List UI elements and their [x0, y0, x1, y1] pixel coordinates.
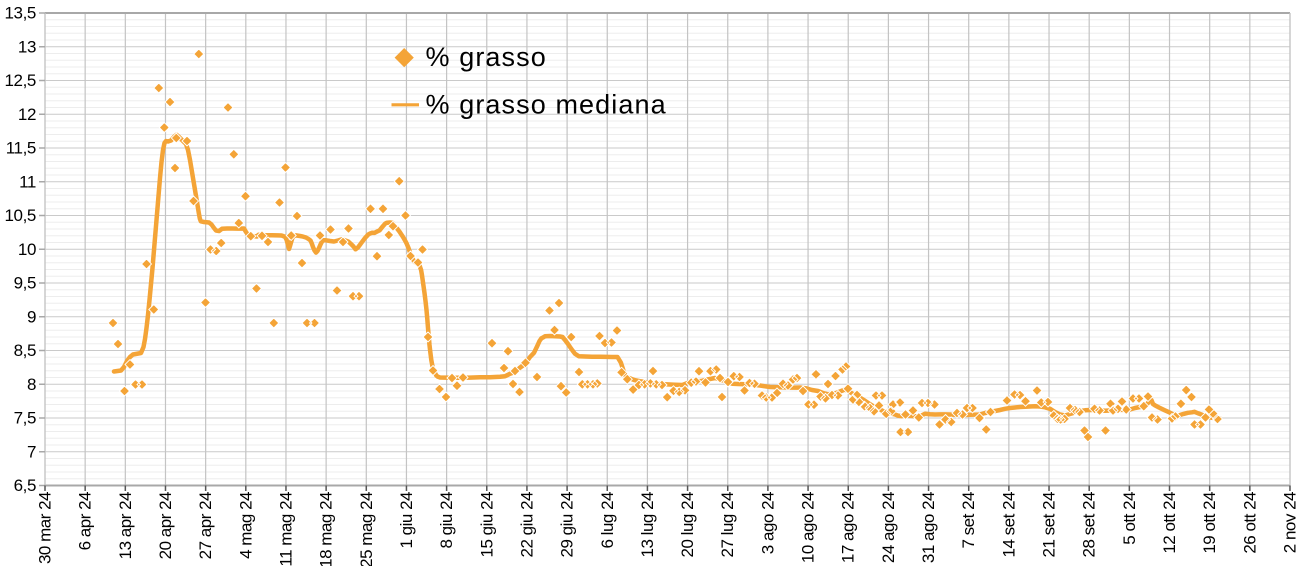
svg-text:25 mag 24: 25 mag 24 — [357, 492, 376, 566]
svg-text:13,5: 13,5 — [5, 4, 37, 23]
svg-text:10 ago 24: 10 ago 24 — [799, 492, 818, 563]
svg-text:2 nov 24: 2 nov 24 — [1281, 492, 1300, 553]
svg-text:22 giu 24: 22 giu 24 — [517, 492, 536, 557]
svg-text:1 giu 24: 1 giu 24 — [397, 492, 416, 549]
svg-text:3 ago 24: 3 ago 24 — [758, 492, 777, 554]
svg-text:13 lug 24: 13 lug 24 — [638, 492, 657, 557]
svg-text:20 apr 24: 20 apr 24 — [156, 492, 175, 559]
svg-text:10: 10 — [18, 240, 36, 259]
svg-text:11,5: 11,5 — [6, 139, 36, 158]
svg-text:8 giu 24: 8 giu 24 — [437, 492, 456, 549]
svg-text:% grasso: % grasso — [426, 42, 547, 72]
svg-text:10,5: 10,5 — [5, 206, 37, 225]
svg-text:8: 8 — [27, 375, 36, 394]
svg-text:29 giu 24: 29 giu 24 — [558, 492, 577, 557]
svg-text:17 ago 24: 17 ago 24 — [839, 492, 858, 563]
svg-text:9,5: 9,5 — [14, 274, 36, 293]
svg-text:27 lug 24: 27 lug 24 — [718, 492, 737, 557]
svg-text:14 set 24: 14 set 24 — [999, 492, 1018, 557]
svg-text:7 set 24: 7 set 24 — [959, 492, 978, 549]
svg-text:12 ott 24: 12 ott 24 — [1160, 492, 1179, 554]
svg-text:18 mag 24: 18 mag 24 — [317, 492, 336, 566]
svg-text:28 set 24: 28 set 24 — [1080, 492, 1099, 557]
svg-text:7: 7 — [27, 442, 36, 461]
svg-text:8,5: 8,5 — [14, 341, 36, 360]
svg-text:9: 9 — [27, 307, 36, 326]
svg-text:6,5: 6,5 — [14, 476, 36, 495]
svg-text:11 mag 24: 11 mag 24 — [276, 492, 295, 566]
svg-text:6 lug 24: 6 lug 24 — [598, 492, 617, 549]
svg-text:11: 11 — [19, 172, 36, 191]
svg-text:% grasso mediana: % grasso mediana — [426, 90, 667, 120]
svg-text:13: 13 — [18, 37, 36, 56]
svg-text:26 ott 24: 26 ott 24 — [1240, 492, 1259, 554]
svg-text:30 mar 24: 30 mar 24 — [36, 492, 55, 564]
svg-text:31 ago 24: 31 ago 24 — [919, 492, 938, 563]
svg-text:7,5: 7,5 — [14, 409, 36, 428]
svg-text:24 ago 24: 24 ago 24 — [879, 492, 898, 563]
svg-text:20 lug 24: 20 lug 24 — [678, 492, 697, 557]
svg-text:12: 12 — [18, 105, 36, 124]
svg-text:27 apr 24: 27 apr 24 — [196, 492, 215, 559]
svg-text:15 giu 24: 15 giu 24 — [477, 492, 496, 557]
svg-text:4 mag 24: 4 mag 24 — [236, 492, 255, 559]
svg-text:19 ott 24: 19 ott 24 — [1200, 492, 1219, 554]
svg-text:5 ott 24: 5 ott 24 — [1120, 492, 1139, 545]
svg-text:12,5: 12,5 — [5, 71, 37, 90]
svg-text:21 set 24: 21 set 24 — [1040, 492, 1059, 557]
svg-text:13 apr 24: 13 apr 24 — [116, 492, 135, 559]
svg-text:6 apr 24: 6 apr 24 — [76, 492, 95, 550]
